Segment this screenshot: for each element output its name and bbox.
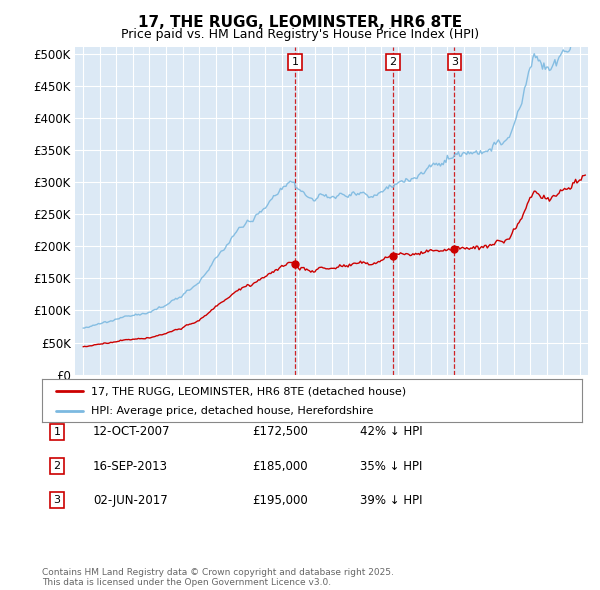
Text: 3: 3: [451, 57, 458, 67]
Text: 12-OCT-2007: 12-OCT-2007: [93, 425, 170, 438]
Text: 16-SEP-2013: 16-SEP-2013: [93, 460, 168, 473]
Text: £195,000: £195,000: [252, 494, 308, 507]
Text: £185,000: £185,000: [252, 460, 308, 473]
Text: Contains HM Land Registry data © Crown copyright and database right 2025.
This d: Contains HM Land Registry data © Crown c…: [42, 568, 394, 587]
Text: 42% ↓ HPI: 42% ↓ HPI: [360, 425, 422, 438]
Text: 2: 2: [53, 461, 61, 471]
Text: 02-JUN-2017: 02-JUN-2017: [93, 494, 168, 507]
Text: 1: 1: [53, 427, 61, 437]
Text: £172,500: £172,500: [252, 425, 308, 438]
Text: 17, THE RUGG, LEOMINSTER, HR6 8TE (detached house): 17, THE RUGG, LEOMINSTER, HR6 8TE (detac…: [91, 386, 406, 396]
Text: 3: 3: [53, 496, 61, 505]
Text: 2: 2: [389, 57, 397, 67]
Text: 39% ↓ HPI: 39% ↓ HPI: [360, 494, 422, 507]
Text: 35% ↓ HPI: 35% ↓ HPI: [360, 460, 422, 473]
Text: Price paid vs. HM Land Registry's House Price Index (HPI): Price paid vs. HM Land Registry's House …: [121, 28, 479, 41]
Text: 17, THE RUGG, LEOMINSTER, HR6 8TE: 17, THE RUGG, LEOMINSTER, HR6 8TE: [138, 15, 462, 30]
Text: HPI: Average price, detached house, Herefordshire: HPI: Average price, detached house, Here…: [91, 407, 373, 416]
Text: 1: 1: [292, 57, 298, 67]
